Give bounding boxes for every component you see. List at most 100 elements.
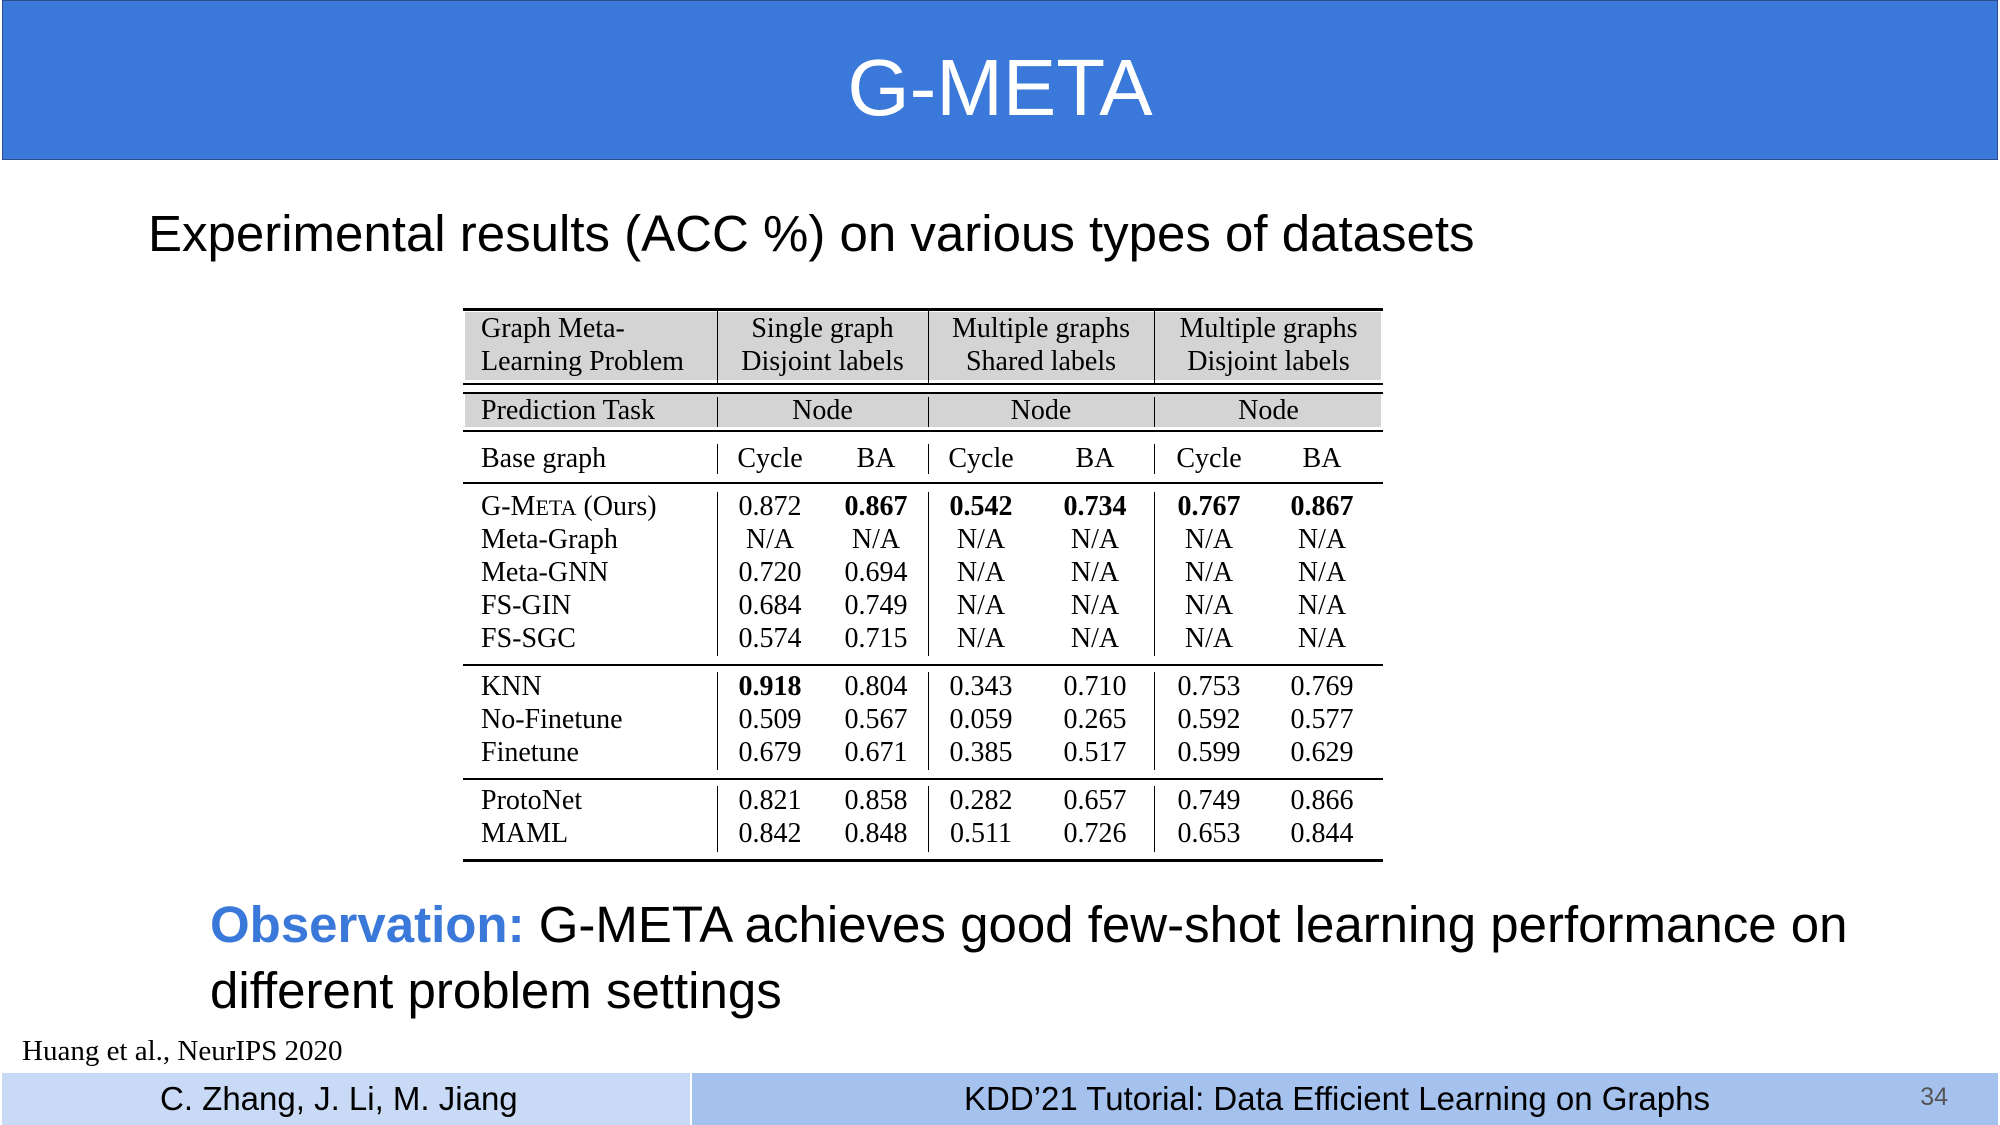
table-cell: N/A: [1070, 524, 1120, 555]
table-cell: 0.842: [738, 818, 802, 849]
slide-subtitle: Experimental results (ACC %) on various …: [148, 205, 1475, 262]
table-cell: N/A: [851, 524, 901, 555]
header-problem-line2: Learning Problem: [481, 346, 684, 377]
vline: [1154, 310, 1155, 384]
vline: [1154, 492, 1155, 656]
table-cell: 0.599: [1177, 737, 1241, 768]
table-cell: N/A: [1070, 557, 1120, 588]
table-cell: N/A: [1184, 590, 1234, 621]
results-table: Graph Meta- Learning Problem Single grap…: [463, 302, 1383, 862]
gmeta-label-ours: (Ours): [576, 491, 657, 522]
slide-title: G-META: [847, 43, 1153, 132]
table-bottom-rule: [463, 859, 1383, 862]
table-cell: 0.734: [1063, 491, 1127, 522]
base-value: BA: [1075, 443, 1115, 474]
row-label: Finetune: [481, 737, 579, 768]
vline: [717, 310, 718, 384]
table-top-rule: [463, 308, 1383, 311]
table-cell: 0.517: [1063, 737, 1127, 768]
table-cell: 0.511: [950, 818, 1012, 849]
table-cell: 0.821: [738, 785, 802, 816]
header-group2-line1: Multiple graphs: [951, 313, 1131, 344]
rule-before-task: [463, 392, 1383, 394]
table-cell: 0.749: [1177, 785, 1241, 816]
table-cell: 0.867: [844, 491, 908, 522]
rule-group-1: [463, 664, 1383, 666]
table-cell: 0.769: [1290, 671, 1354, 702]
observation-text: G-META achieves good few-shot learning p…: [210, 896, 1848, 1019]
table-cell: 0.866: [1290, 785, 1354, 816]
vline: [928, 444, 929, 474]
table-cell: 0.282: [949, 785, 1013, 816]
vline: [1154, 786, 1155, 852]
table-cell: 0.679: [738, 737, 802, 768]
vline: [928, 786, 929, 852]
gmeta-label-eta: ETA: [535, 495, 577, 520]
table-cell: 0.265: [1063, 704, 1127, 735]
footer-authors: C. Zhang, J. Li, M. Jiang: [160, 1080, 518, 1117]
task-label: Prediction Task: [481, 395, 656, 426]
table-cell: 0.753: [1177, 671, 1241, 702]
base-value: Cycle: [737, 443, 803, 474]
table-cell: 0.657: [1063, 785, 1127, 816]
footer-event: KDD’21 Tutorial: Data Efficient Learning…: [964, 1080, 1710, 1117]
row-label: KNN: [481, 671, 542, 702]
vline: [1154, 397, 1155, 427]
table-cell: 0.710: [1063, 671, 1127, 702]
base-label: Base graph: [481, 443, 607, 474]
table-cell: 0.726: [1063, 818, 1127, 849]
row-label-gmeta: G-META (Ours): [481, 490, 657, 524]
table-cell: 0.918: [738, 671, 802, 702]
table-cell: 0.844: [1290, 818, 1354, 849]
task-value: Node: [792, 395, 853, 426]
header-shade: [465, 312, 1381, 380]
vline: [717, 397, 718, 427]
table-cell: 0.059: [949, 704, 1013, 735]
vline: [1154, 672, 1155, 770]
base-value: Cycle: [1176, 443, 1242, 474]
table-cell: N/A: [1184, 524, 1234, 555]
base-value: BA: [856, 443, 896, 474]
vline: [717, 444, 718, 474]
table-cell: N/A: [1184, 557, 1234, 588]
row-label: Meta-Graph: [481, 524, 618, 555]
vline: [928, 310, 929, 384]
table-cell: 0.720: [738, 557, 802, 588]
table-cell: 0.542: [949, 491, 1013, 522]
table-cell: 0.804: [844, 671, 908, 702]
header-group3-line2: Disjoint labels: [1187, 346, 1350, 377]
table-cell: 0.343: [949, 671, 1013, 702]
row-label: FS-SGC: [481, 623, 576, 654]
vline: [928, 492, 929, 656]
header-group1-line1: Single graph: [751, 313, 894, 344]
table-cell: N/A: [956, 590, 1006, 621]
rule-group-2: [463, 778, 1383, 780]
page-number: 34: [1920, 1083, 1948, 1111]
row-label: ProtoNet: [481, 785, 583, 816]
table-cell: N/A: [1070, 590, 1120, 621]
observation: Observation: G-META achieves good few-sh…: [210, 892, 1910, 1024]
table-cell: 0.749: [844, 590, 908, 621]
table-cell: 0.715: [844, 623, 908, 654]
footer-event-bar: KDD’21 Tutorial: Data Efficient Learning…: [692, 1073, 1998, 1125]
row-label: MAML: [481, 818, 569, 849]
table-cell: N/A: [956, 623, 1006, 654]
citation: Huang et al., NeurIPS 2020: [22, 1035, 343, 1067]
table-cell: 0.592: [1177, 704, 1241, 735]
task-shade: [465, 394, 1381, 427]
table-cell: 0.671: [844, 737, 908, 768]
gmeta-label-g: G-M: [481, 491, 536, 522]
task-value: Node: [1010, 395, 1072, 426]
header-group3-line1: Multiple graphs: [1179, 313, 1358, 344]
table-cell: 0.509: [738, 704, 802, 735]
table-cell: 0.767: [1177, 491, 1241, 522]
row-label: FS-GIN: [481, 590, 572, 621]
table-cell: 0.872: [738, 491, 802, 522]
table-cell: N/A: [1297, 590, 1347, 621]
vline: [717, 672, 718, 770]
footer-authors-bar: C. Zhang, J. Li, M. Jiang: [2, 1073, 690, 1125]
table-cell: 0.385: [949, 737, 1013, 768]
title-bar: G-META: [2, 0, 1998, 160]
table-cell: N/A: [956, 524, 1006, 555]
table-cell: 0.867: [1290, 491, 1354, 522]
